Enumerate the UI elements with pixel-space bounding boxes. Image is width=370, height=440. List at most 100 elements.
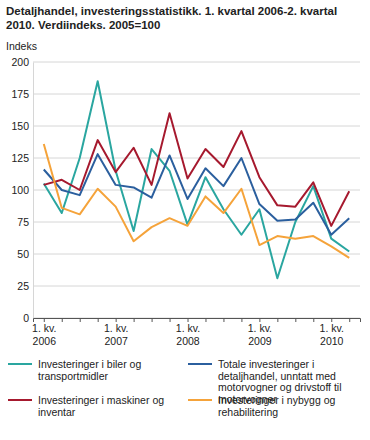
tick-mark xyxy=(80,318,81,322)
grid-line xyxy=(33,62,360,63)
grid xyxy=(33,62,360,318)
series-line xyxy=(44,81,349,278)
text-line: 1. kv. xyxy=(32,322,56,334)
tick-label: 1. kv.2008 xyxy=(176,322,200,346)
tick-mark xyxy=(313,318,314,322)
tick xyxy=(80,318,81,322)
text-line: Investeringer i biler og xyxy=(38,358,141,370)
legend-item: Investeringer i biler ogtransportmidler xyxy=(8,358,141,382)
tick-label: 1. kv.2007 xyxy=(104,322,128,346)
tick-mark xyxy=(170,318,171,322)
legend-swatch xyxy=(188,399,212,401)
grid-line xyxy=(33,254,360,255)
legend-item: Investeringer i maskiner oginventar xyxy=(8,394,164,418)
legend: Investeringer i biler ogtransportmidler T… xyxy=(8,358,342,418)
tick-mark xyxy=(205,318,206,322)
tick xyxy=(313,318,314,322)
tick xyxy=(241,318,242,322)
tick: 1. kv.2007 xyxy=(104,318,128,347)
tick xyxy=(349,318,350,322)
legend-label: Investeringer i maskiner oginventar xyxy=(38,394,164,418)
tick-label: 75 xyxy=(17,216,29,228)
tick-mark xyxy=(241,318,242,322)
text-line: Detaljhandel, investeringsstatistikk. 1.… xyxy=(6,5,337,17)
text-line: 1. kv. xyxy=(104,322,128,334)
tick-label: 100 xyxy=(11,184,29,196)
tick xyxy=(98,318,99,322)
tick xyxy=(170,318,171,322)
tick: 1. kv.2010 xyxy=(320,318,344,347)
tick xyxy=(277,318,278,322)
text-line: detaljhandel, unntatt med xyxy=(218,370,336,382)
legend-item: Investeringer i nybygg ogrehabilitering xyxy=(188,394,335,418)
tick-label: 175 xyxy=(11,88,29,100)
plot-area xyxy=(44,81,349,278)
grid-line xyxy=(33,126,360,127)
tick-mark xyxy=(223,318,224,322)
tick-mark xyxy=(331,318,332,322)
tick-label: 25 xyxy=(17,280,29,292)
tick-mark xyxy=(259,318,260,322)
tick: 1. kv.2008 xyxy=(176,318,200,347)
tick: 75 xyxy=(17,216,33,228)
tick-label: 1. kv.2010 xyxy=(320,322,344,346)
tick-label: 1. kv.2006 xyxy=(32,322,56,346)
tick-mark xyxy=(134,318,135,322)
text-line: 2010. Verdiindeks. 2005=100 xyxy=(6,19,160,31)
text-line: 2006 xyxy=(33,335,57,347)
tick: 25 xyxy=(17,280,33,292)
grid-line xyxy=(33,222,360,223)
text-line: 2008 xyxy=(176,335,200,347)
tick-label: 50 xyxy=(17,248,29,260)
legend-swatch xyxy=(8,363,32,365)
y-axis: 0255075100125150175200 xyxy=(11,56,33,324)
tick-mark xyxy=(44,318,45,322)
legend-label: Investeringer i nybygg ogrehabilitering xyxy=(218,394,335,418)
y-label: Indeks xyxy=(6,40,37,52)
text-line: 1. kv. xyxy=(248,322,272,334)
tick xyxy=(223,318,224,322)
legend-swatch xyxy=(188,363,212,365)
series-line xyxy=(44,144,349,258)
series-line xyxy=(44,113,349,226)
tick-mark xyxy=(188,318,189,322)
tick: 50 xyxy=(17,248,33,260)
text-line: Totale investeringer i xyxy=(218,358,314,370)
text-line: 2010 xyxy=(320,335,344,347)
tick-mark xyxy=(152,318,153,322)
legend-label: Investeringer i biler ogtransportmidler xyxy=(38,358,141,382)
text-line: rehabilitering xyxy=(218,406,278,418)
tick-mark xyxy=(98,318,99,322)
tick-mark xyxy=(295,318,296,322)
tick: 1. kv.2006 xyxy=(32,318,56,347)
tick xyxy=(62,318,63,322)
tick-label: 200 xyxy=(11,56,29,68)
tick: 1. kv.2009 xyxy=(248,318,272,347)
chart: Detaljhandel, investeringsstatistikk. 1.… xyxy=(0,0,370,440)
tick xyxy=(205,318,206,322)
grid-line xyxy=(33,158,360,159)
tick-label: 0 xyxy=(23,312,29,324)
text-line: 1. kv. xyxy=(176,322,200,334)
text-line: Investeringer i nybygg og xyxy=(218,394,335,406)
tick xyxy=(152,318,153,322)
legend-swatch xyxy=(8,399,32,401)
text-line: inventar xyxy=(38,406,76,418)
tick: 200 xyxy=(11,56,33,68)
title: Detaljhandel, investeringsstatistikk. 1.… xyxy=(6,5,337,31)
tick: 150 xyxy=(11,120,33,132)
tick-mark xyxy=(349,318,350,322)
tick xyxy=(134,318,135,322)
tick-mark xyxy=(116,318,117,322)
grid-line xyxy=(33,286,360,287)
tick-label: 150 xyxy=(11,120,29,132)
text-line: transportmidler xyxy=(38,370,109,382)
text-line: motorvogner og drivstoff til xyxy=(218,381,342,393)
text-line: Investeringer i maskiner og xyxy=(38,394,164,406)
axis-line xyxy=(33,63,34,319)
x-axis: 1. kv.20061. kv.20071. kv.20081. kv.2009… xyxy=(32,318,360,347)
tick xyxy=(295,318,296,322)
tick-label: 1. kv.2009 xyxy=(248,322,272,346)
tick: 175 xyxy=(11,88,33,100)
text-line: 1. kv. xyxy=(320,322,344,334)
